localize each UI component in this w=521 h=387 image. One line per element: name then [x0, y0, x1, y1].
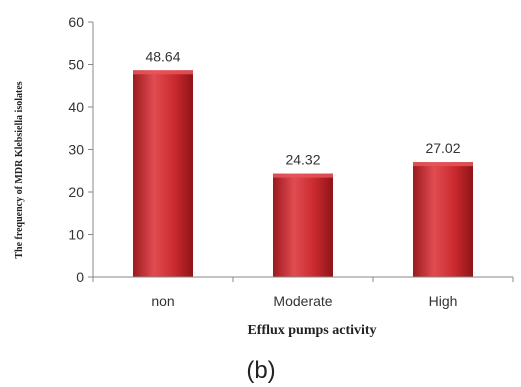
data-label: 27.02	[425, 140, 460, 156]
y-tick-label: 40	[68, 99, 84, 115]
y-axis-ticks: 0 10 20 30 40 50 60	[68, 14, 514, 285]
bar-cap	[133, 70, 193, 75]
category-labels: non Moderate High	[151, 293, 457, 309]
x-category-label: Moderate	[273, 293, 332, 309]
y-tick-label: 0	[76, 269, 84, 285]
bar-non	[133, 70, 193, 277]
y-tick-label: 50	[68, 57, 84, 73]
x-axis-title: Efflux pumps activity	[247, 323, 376, 338]
data-label: 24.32	[285, 152, 320, 168]
y-tick-label: 20	[68, 184, 84, 200]
y-tick-label: 60	[68, 14, 84, 30]
bar-high	[413, 162, 473, 277]
x-category-label: High	[429, 293, 458, 309]
y-axis-title: The frequency of MDR Klebsiella isolates	[14, 81, 25, 258]
x-category-label: non	[151, 293, 174, 309]
data-labels: 48.64 24.32 27.02	[145, 48, 460, 167]
panel-label: (b)	[246, 357, 275, 384]
y-tick-label: 30	[68, 142, 84, 158]
bar-cap	[273, 173, 333, 178]
bar-moderate	[273, 173, 333, 277]
bar-cap	[413, 162, 473, 167]
y-tick-label: 10	[68, 227, 84, 243]
data-label: 48.64	[145, 48, 180, 64]
bars	[133, 70, 473, 277]
